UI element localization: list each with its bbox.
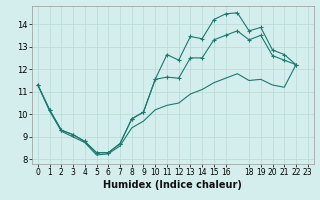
X-axis label: Humidex (Indice chaleur): Humidex (Indice chaleur) — [103, 180, 242, 190]
